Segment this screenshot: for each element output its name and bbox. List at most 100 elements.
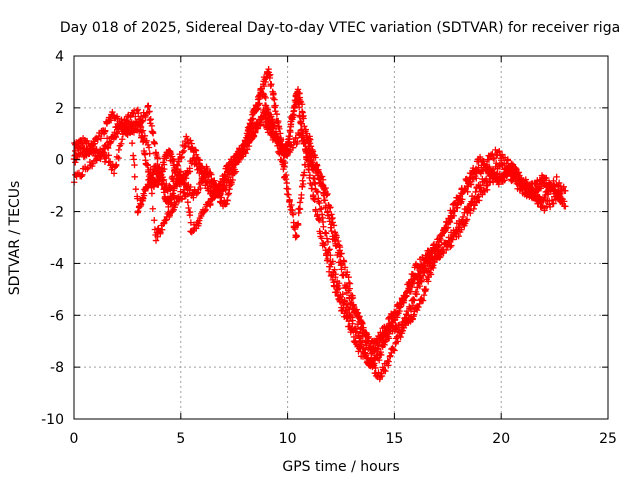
data-point [394, 338, 401, 345]
data-point [289, 144, 297, 151]
data-point [294, 138, 301, 146]
data-point [382, 367, 389, 375]
data-point [112, 133, 120, 141]
data-point [380, 366, 388, 374]
data-point [312, 154, 319, 161]
data-point [284, 185, 292, 193]
data-point [378, 372, 386, 380]
data-point [296, 94, 304, 101]
data-point [388, 319, 395, 326]
data-point [93, 147, 100, 154]
data-point [260, 82, 268, 90]
data-point [296, 199, 304, 206]
data-point [352, 307, 359, 315]
data-point [81, 152, 88, 159]
data-point [300, 180, 307, 188]
data-point [276, 125, 283, 133]
data-point [231, 158, 238, 166]
data-point [306, 172, 314, 179]
data-point [149, 130, 157, 137]
y-tick-label: -2 [50, 205, 64, 221]
data-point [423, 268, 431, 275]
data-point [479, 191, 486, 198]
data-point [381, 341, 388, 349]
data-point [301, 136, 308, 144]
data-point [339, 291, 346, 298]
data-point [138, 128, 145, 136]
data-point [321, 197, 329, 204]
data-point [409, 296, 417, 303]
data-point [400, 297, 408, 304]
data-point [328, 227, 335, 235]
data-point [86, 149, 93, 156]
data-point [338, 250, 345, 257]
data-point [539, 173, 547, 181]
data-point [363, 342, 370, 349]
data-point [463, 216, 471, 223]
data-point [221, 172, 229, 179]
data-point [131, 173, 138, 181]
data-point [149, 205, 156, 212]
data-point [146, 108, 153, 115]
data-point [211, 177, 218, 184]
data-point [313, 188, 320, 195]
data-point [422, 285, 430, 293]
data-point [248, 136, 255, 143]
y-axis-label: SDTVAR / TECUs [7, 181, 23, 296]
data-point [273, 111, 281, 118]
data-point [415, 303, 422, 311]
data-point [211, 194, 218, 201]
data-point [459, 196, 466, 203]
data-point [184, 135, 191, 143]
data-point [143, 137, 150, 144]
data-point [447, 214, 455, 222]
data-point [363, 338, 371, 345]
data-point [190, 155, 198, 162]
x-tick-label: 25 [599, 431, 617, 447]
data-point [243, 141, 250, 149]
data-point [151, 217, 158, 224]
data-point [452, 202, 460, 209]
data-point [203, 203, 211, 210]
data-point [411, 297, 418, 304]
data-point [331, 266, 338, 273]
data-point [106, 140, 114, 147]
data-point [419, 297, 427, 304]
data-point [550, 177, 557, 185]
data-point [277, 130, 284, 137]
data-point [274, 119, 282, 126]
data-point [294, 221, 302, 229]
data-point [202, 207, 209, 214]
data-point [272, 108, 279, 115]
data-point [391, 347, 398, 354]
data-point [110, 170, 118, 177]
data-point [443, 224, 450, 232]
data-point [183, 183, 191, 190]
data-point [489, 178, 497, 186]
data-point [82, 151, 90, 158]
data-point [262, 78, 269, 86]
data-point [100, 149, 107, 156]
data-point [174, 162, 182, 169]
data-point [560, 183, 567, 190]
data-point [334, 237, 342, 245]
data-point [277, 141, 284, 148]
data-point [145, 144, 153, 151]
data-point [104, 144, 112, 152]
data-point [318, 205, 325, 213]
data-point [107, 117, 115, 124]
data-point [489, 154, 497, 162]
data-point [320, 223, 327, 230]
data-point [327, 224, 334, 231]
data-point [168, 153, 176, 160]
data-point [526, 190, 533, 197]
data-point [294, 86, 302, 93]
data-point [75, 169, 83, 177]
data-point [226, 182, 234, 189]
axis-ticks: 0 5 10 15 20 25 -10 -8 -6 -4 -2 0 2 4 [41, 49, 617, 447]
data-point [134, 207, 142, 215]
data-point [115, 146, 123, 154]
data-point [364, 337, 372, 344]
data-point [253, 102, 260, 109]
data-point [471, 195, 478, 202]
